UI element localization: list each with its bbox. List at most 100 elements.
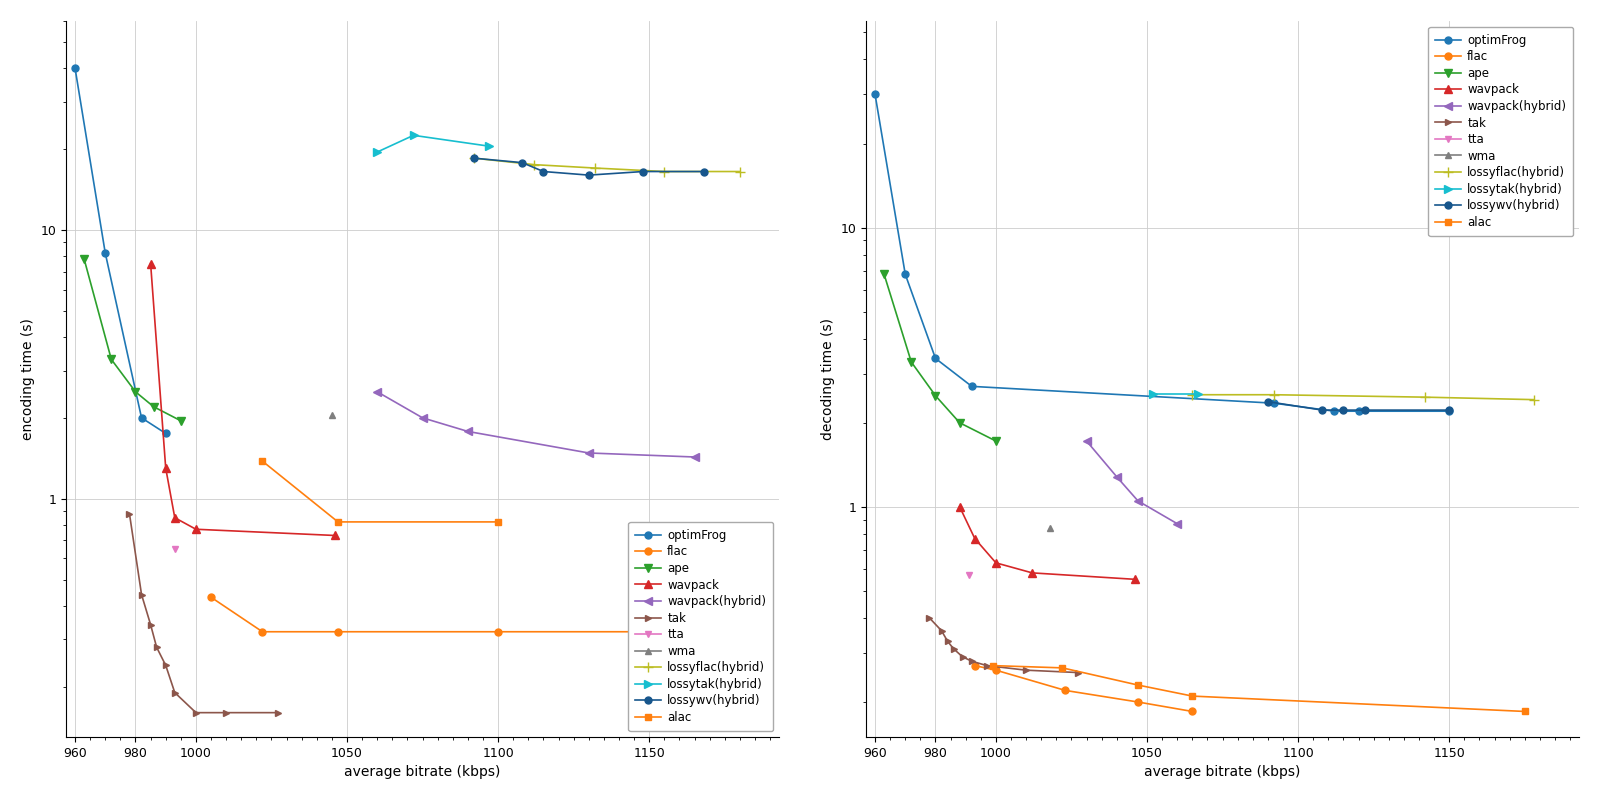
alac [328, 517, 347, 526]
flac [965, 661, 984, 670]
Line: wavpack(hybrid): wavpack(hybrid) [373, 388, 699, 461]
X-axis label: average bitrate (kbps): average bitrate (kbps) [344, 765, 501, 779]
Line: optimFrog: optimFrog [872, 91, 1453, 414]
flac [715, 627, 734, 637]
Line: optimFrog: optimFrog [72, 65, 170, 437]
lossyflac(hybrid) [1416, 392, 1435, 402]
optimFrog [66, 63, 85, 73]
optimFrog [1349, 406, 1368, 416]
Line: flac: flac [208, 594, 728, 635]
tak [165, 688, 184, 698]
wavpack [157, 463, 176, 473]
tak [216, 708, 235, 718]
ape [171, 416, 190, 426]
wavpack [141, 258, 160, 268]
Line: tak: tak [126, 510, 282, 716]
Line: alac: alac [259, 458, 501, 526]
wavpack(hybrid) [1168, 519, 1187, 529]
tak [954, 652, 973, 662]
alac [253, 456, 272, 466]
Line: tak: tak [926, 614, 1082, 676]
optimFrog [1325, 406, 1344, 416]
Y-axis label: decoding time (s): decoding time (s) [821, 318, 835, 440]
ape [986, 436, 1005, 446]
lossytak(hybrid) [1144, 389, 1163, 398]
X-axis label: average bitrate (kbps): average bitrate (kbps) [1144, 765, 1301, 779]
wavpack(hybrid) [1128, 496, 1147, 506]
wavpack(hybrid) [458, 426, 477, 436]
Line: lossywv(hybrid): lossywv(hybrid) [470, 154, 707, 178]
flac [1182, 706, 1202, 716]
ape [102, 354, 122, 364]
lossywv(hybrid) [464, 154, 483, 163]
flac [1128, 698, 1147, 707]
flac [202, 593, 221, 602]
optimFrog [131, 413, 150, 422]
Y-axis label: encoding time (s): encoding time (s) [21, 318, 35, 440]
flac [328, 627, 347, 637]
ape [875, 270, 894, 279]
optimFrog [1440, 406, 1459, 416]
tak [131, 590, 150, 599]
ape [950, 418, 970, 427]
lossytak(hybrid) [368, 147, 387, 157]
tak [157, 661, 176, 670]
optimFrog [1264, 398, 1283, 408]
Line: lossywv(hybrid): lossywv(hybrid) [1264, 398, 1453, 414]
alac [1182, 691, 1202, 701]
Line: lossyflac(hybrid): lossyflac(hybrid) [469, 154, 744, 176]
flac [488, 627, 507, 637]
lossyflac(hybrid) [1182, 390, 1202, 399]
flac [1056, 686, 1075, 695]
optimFrog [157, 429, 176, 438]
lossywv(hybrid) [579, 170, 598, 180]
lossywv(hybrid) [1334, 406, 1354, 415]
lossywv(hybrid) [1258, 397, 1277, 406]
Line: lossyflac(hybrid): lossyflac(hybrid) [1187, 390, 1539, 405]
Line: flac: flac [971, 662, 1195, 715]
lossyflac(hybrid) [1525, 395, 1544, 405]
Line: ape: ape [880, 270, 1000, 446]
alac [1128, 680, 1147, 690]
tak [186, 708, 205, 718]
Line: alac: alac [989, 662, 1528, 715]
wavpack(hybrid) [685, 452, 704, 462]
lossyflac(hybrid) [464, 154, 483, 163]
wavpack [325, 530, 344, 540]
lossytak(hybrid) [403, 130, 422, 140]
alac [984, 661, 1003, 670]
optimFrog [896, 270, 915, 279]
lossytak(hybrid) [480, 142, 499, 151]
lossywv(hybrid) [634, 166, 653, 176]
lossytak(hybrid) [1189, 389, 1208, 398]
wavpack(hybrid) [579, 448, 598, 458]
wavpack [1022, 568, 1042, 578]
optimFrog [962, 382, 981, 391]
ape [75, 254, 94, 264]
tak [920, 613, 939, 622]
wavpack [1125, 574, 1144, 584]
lossywv(hybrid) [512, 158, 531, 167]
lossywv(hybrid) [1312, 406, 1331, 415]
ape [126, 387, 146, 397]
tak [1067, 668, 1086, 678]
wavpack [186, 525, 205, 534]
Legend: optimFrog, flac, ape, wavpack, wavpack(hybrid), tak, tta, wma, lossyflac(hybrid): optimFrog, flac, ape, wavpack, wavpack(h… [1429, 26, 1573, 236]
Line: wavpack: wavpack [955, 502, 1139, 583]
lossyflac(hybrid) [586, 163, 605, 173]
tak [938, 637, 957, 646]
alac [1053, 663, 1072, 673]
flac [986, 666, 1005, 675]
tak [267, 708, 286, 718]
wavpack(hybrid) [1107, 472, 1126, 482]
alac [1515, 706, 1534, 716]
Legend: optimFrog, flac, ape, wavpack, wavpack(hybrid), tak, tta, wma, lossyflac(hybrid): optimFrog, flac, ape, wavpack, wavpack(h… [629, 522, 773, 731]
lossyflac(hybrid) [525, 160, 544, 170]
lossywv(hybrid) [1355, 406, 1374, 415]
optimFrog [96, 248, 115, 258]
wavpack [986, 558, 1005, 568]
wavpack(hybrid) [368, 387, 387, 397]
lossywv(hybrid) [694, 166, 714, 176]
tak [120, 509, 139, 518]
flac [253, 627, 272, 637]
